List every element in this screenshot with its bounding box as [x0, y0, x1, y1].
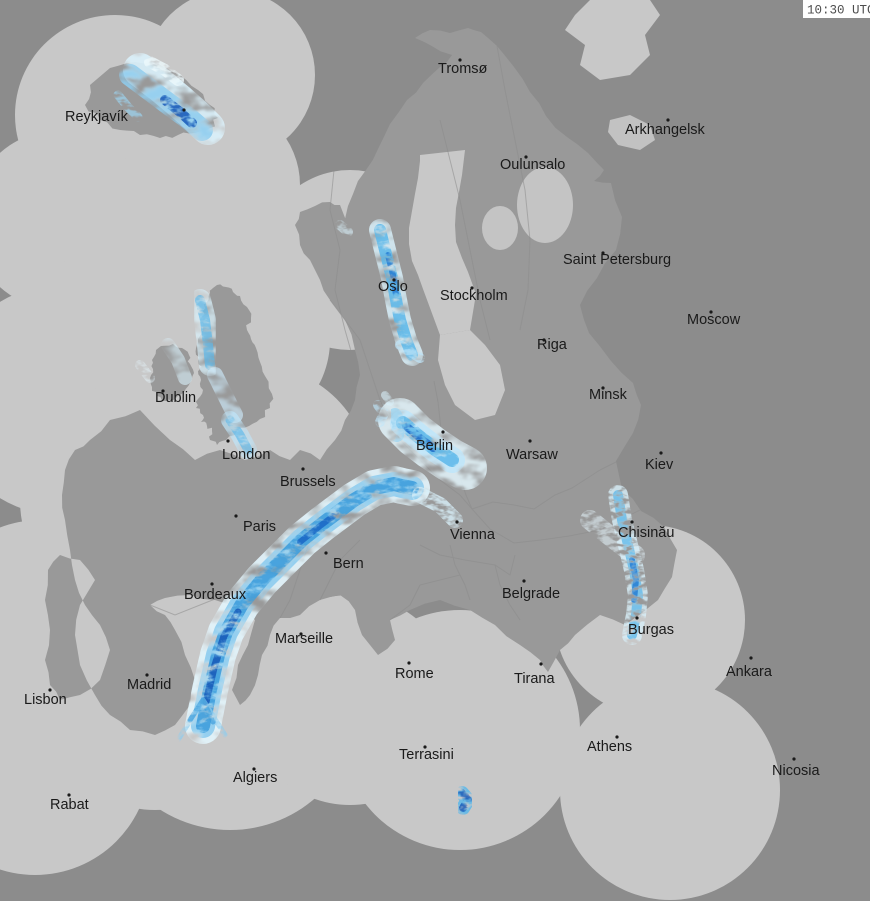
- svg-text:Bern: Bern: [333, 556, 364, 572]
- svg-text:Warsaw: Warsaw: [506, 447, 558, 463]
- svg-text:Brussels: Brussels: [280, 474, 336, 490]
- svg-text:Tromsø: Tromsø: [438, 61, 488, 77]
- svg-text:Burgas: Burgas: [628, 622, 674, 638]
- svg-text:Vienna: Vienna: [450, 527, 496, 543]
- svg-text:10:30 UTC: 10:30 UTC: [807, 4, 870, 18]
- svg-text:Madrid: Madrid: [127, 677, 171, 693]
- svg-text:Arkhangelsk: Arkhangelsk: [625, 122, 706, 138]
- svg-text:Kiev: Kiev: [645, 457, 674, 473]
- svg-text:Paris: Paris: [243, 519, 276, 535]
- svg-text:Marseille: Marseille: [275, 631, 333, 647]
- svg-text:Tirana: Tirana: [514, 671, 555, 687]
- svg-text:Oulunsalo: Oulunsalo: [500, 157, 565, 173]
- svg-text:Oslo: Oslo: [378, 279, 408, 295]
- svg-text:Reykjavík: Reykjavík: [65, 109, 129, 125]
- svg-text:Algiers: Algiers: [233, 770, 277, 786]
- svg-text:Stockholm: Stockholm: [440, 288, 508, 304]
- svg-text:Saint Petersburg: Saint Petersburg: [563, 252, 671, 268]
- svg-text:Rome: Rome: [395, 666, 434, 682]
- svg-text:Bordeaux: Bordeaux: [184, 587, 247, 603]
- svg-text:Chisinău: Chisinău: [618, 525, 674, 541]
- svg-text:London: London: [222, 447, 270, 463]
- svg-text:Rabat: Rabat: [50, 797, 89, 813]
- svg-text:Moscow: Moscow: [687, 312, 741, 328]
- svg-text:Minsk: Minsk: [589, 387, 628, 403]
- svg-text:Belgrade: Belgrade: [502, 586, 560, 602]
- svg-text:Ankara: Ankara: [726, 664, 773, 680]
- svg-text:Terrasini: Terrasini: [399, 747, 454, 763]
- svg-text:Athens: Athens: [587, 739, 632, 755]
- svg-text:Nicosia: Nicosia: [772, 763, 820, 779]
- svg-text:Berlin: Berlin: [416, 438, 453, 454]
- svg-text:Riga: Riga: [537, 337, 568, 353]
- svg-text:Dublin: Dublin: [155, 390, 196, 406]
- svg-text:Lisbon: Lisbon: [24, 692, 67, 708]
